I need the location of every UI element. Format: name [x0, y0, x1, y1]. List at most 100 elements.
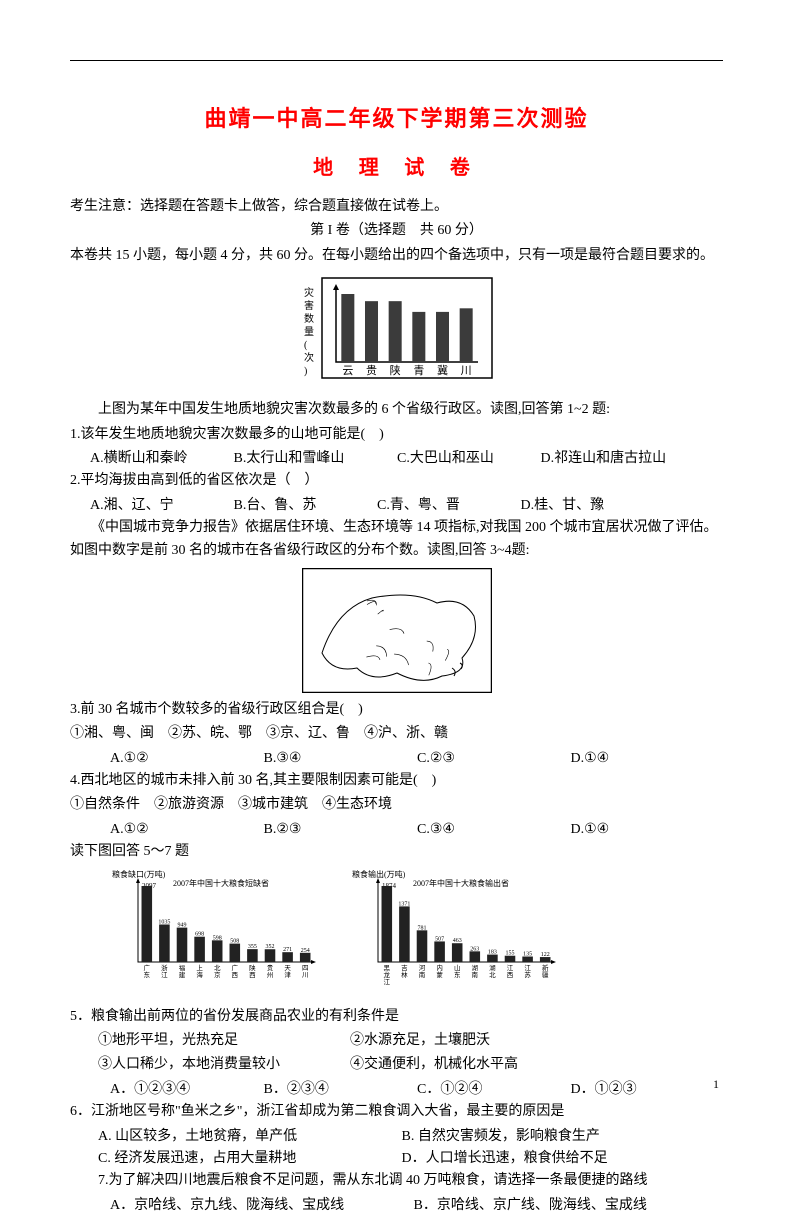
q4-opt-d: D.①④ [571, 819, 610, 841]
q6-opt-b: B. 自然灾害频发，影响粮食生产 [402, 1126, 600, 1148]
q2-options: A.湘、辽、宁 B.台、鲁、苏 C.青、粤、晋 D.桂、甘、豫 [70, 495, 723, 517]
chart-left-wrap: 粮食缺口(万吨)2007年中国十大粮食短缺省2097广东1035浙江949福建6… [110, 868, 320, 1002]
section-line: 第 I 卷（选择题 共 60 分） [70, 220, 723, 242]
q5-set-2: ③人口稀少，本地消费量较小 ④交通便利，机械化水平高 [98, 1054, 723, 1076]
svg-text:青: 青 [413, 364, 424, 377]
passage-34: 《中国城市竞争力报告》依据居住环境、生态环境等 14 项指标,对我国 200 个… [70, 517, 723, 562]
svg-text:254: 254 [301, 947, 310, 953]
svg-text:四川: 四川 [302, 964, 309, 979]
main-title: 曲靖一中高二年级下学期第三次测验 [70, 101, 723, 133]
page-number: 1 [713, 1077, 719, 1092]
svg-text:新疆: 新疆 [542, 963, 549, 979]
q6-opt-a: A. 山区较多，土地贫瘠，单产低 [98, 1126, 398, 1148]
svg-text:463: 463 [453, 938, 462, 944]
q3-stem: 3.前 30 名城市个数较多的省级行政区组合是( ) [70, 699, 723, 721]
svg-text:云: 云 [342, 365, 353, 377]
q4-options: A.①② B.②③ C.③④ D.①④ [70, 819, 723, 841]
q6-stem: 6．江浙地区号称"鱼米之乡"，浙江省却成为第二粮食调入大省，最主要的原因是 [70, 1101, 723, 1123]
svg-text:陕: 陕 [389, 363, 400, 377]
svg-text:155: 155 [506, 950, 515, 956]
svg-text:内蒙: 内蒙 [436, 963, 443, 979]
q2-stem: 2.平均海拔由高到低的省区依次是（ ） [70, 470, 723, 492]
chart-left-svg: 粮食缺口(万吨)2007年中国十大粮食短缺省2097广东1035浙江949福建6… [110, 868, 320, 1002]
top-divider [70, 60, 723, 61]
svg-text:陕西: 陕西 [249, 963, 256, 979]
svg-text:数: 数 [304, 312, 314, 325]
svg-text:天津: 天津 [284, 964, 291, 979]
q7-opt-b: B．京哈线、京广线、陇海线、宝成线 [414, 1195, 647, 1217]
svg-text:次: 次 [304, 351, 314, 364]
q57-intro: 读下图回答 5～7 题 [70, 841, 723, 863]
svg-text:湖南: 湖南 [472, 963, 479, 979]
q6-opt-c: C. 经济发展迅速，占用大量耕地 [98, 1148, 398, 1170]
q5-set-1: ①地形平坦，光热充足 ②水源充足，土壤肥沃 [98, 1030, 723, 1052]
svg-text:598: 598 [213, 935, 222, 941]
svg-text:广东: 广东 [144, 963, 151, 979]
q4-opt-b: B.②③ [264, 819, 414, 841]
q3-opt-b: B.③④ [264, 748, 414, 770]
svg-text:河南: 河南 [419, 964, 426, 979]
q5-stem: 5．粮食输出前两位的省份发展商品农业的有利条件是 [70, 1006, 723, 1028]
svg-text:263: 263 [470, 946, 479, 952]
q1-opt-c: C.大巴山和巫山 [397, 448, 537, 470]
q4-set: ①自然条件 ②旅游资源 ③城市建筑 ④生态环境 [70, 794, 723, 816]
svg-text:271: 271 [283, 947, 292, 953]
sub-title: 地 理 试 卷 [70, 151, 723, 180]
svg-text:量: 量 [304, 326, 314, 338]
q1-stem: 1.该年发生地质地貌灾害次数最多的山地可能是( ) [70, 424, 723, 446]
svg-text:352: 352 [266, 944, 275, 950]
svg-text:508: 508 [230, 938, 239, 944]
q5-opt-b: B．②③④ [264, 1079, 414, 1101]
q5-opt-a: A．①②③④ [110, 1079, 260, 1101]
charts-row: 粮食缺口(万吨)2007年中国十大粮食短缺省2097广东1035浙江949福建6… [110, 868, 723, 1002]
chart1-svg: 云贵陕青冀川灾害数量(次) [292, 273, 502, 393]
svg-text:上海: 上海 [196, 963, 203, 979]
svg-text:(: ( [304, 340, 308, 351]
svg-text:吉林: 吉林 [401, 964, 408, 979]
q1-opt-d: D.祁连山和唐古拉山 [541, 448, 667, 470]
svg-text:福建: 福建 [179, 963, 186, 979]
q7-options: A．京哈线、京九线、陇海线、宝成线 B．京哈线、京广线、陇海线、宝成线 [70, 1195, 723, 1217]
svg-text:山东: 山东 [454, 963, 461, 979]
svg-text:川: 川 [460, 365, 471, 377]
map-svg [302, 568, 492, 693]
svg-text:): ) [304, 366, 307, 377]
svg-text:1371: 1371 [398, 901, 410, 907]
q6-opt-d: D．人口增长迅速，粮食供给不足 [402, 1148, 608, 1170]
chart-right-wrap: 粮食输出(万吨)2007年中国十大粮食输出省1874黑龙江1371吉林781河南… [350, 868, 560, 1002]
svg-text:江西: 江西 [507, 964, 514, 979]
svg-text:507: 507 [435, 936, 444, 942]
q1-opt-a: A.横断山和秦岭 [90, 448, 230, 470]
svg-text:122: 122 [541, 952, 550, 958]
q2-opt-d: D.桂、甘、豫 [521, 495, 605, 517]
svg-text:2007年中国十大粮食输出省: 2007年中国十大粮食输出省 [413, 878, 509, 888]
svg-text:1035: 1035 [158, 919, 170, 925]
svg-text:浙江: 浙江 [161, 963, 168, 979]
q12-intro: 上图为某年中国发生地质地貌灾害次数最多的 6 个省级行政区。读图,回答第 1~2… [70, 399, 723, 421]
q4-opt-a: A.①② [110, 819, 260, 841]
q2-opt-a: A.湘、辽、宁 [90, 495, 230, 517]
svg-text:冀: 冀 [437, 363, 448, 377]
q6-options-1: A. 山区较多，土地贫瘠，单产低 B. 自然灾害频发，影响粮食生产 [70, 1126, 723, 1148]
svg-text:灾: 灾 [304, 286, 314, 299]
svg-text:广西: 广西 [232, 963, 239, 979]
chart-right-svg: 粮食输出(万吨)2007年中国十大粮食输出省1874黑龙江1371吉林781河南… [350, 868, 560, 1002]
chart1-figure: 云贵陕青冀川灾害数量(次) [70, 273, 723, 393]
q6-options-2: C. 经济发展迅速，占用大量耕地 D．人口增长迅速，粮食供给不足 [70, 1148, 723, 1170]
svg-text:害: 害 [304, 299, 314, 312]
svg-text:粮食缺口(万吨): 粮食缺口(万吨) [112, 869, 166, 879]
q7-stem: 7.为了解决四川地震后粮食不足问题，需从东北调 40 万吨粮食，请选择一条最便捷… [98, 1170, 723, 1192]
svg-text:湖北: 湖北 [489, 963, 496, 979]
svg-text:183: 183 [488, 949, 497, 955]
q2-opt-b: B.台、鲁、苏 [234, 495, 374, 517]
q4-opt-c: C.③④ [417, 819, 567, 841]
q3-set: ①湘、粤、闽 ②苏、皖、鄂 ③京、辽、鲁 ④沪、浙、赣 [70, 723, 723, 745]
q5-opt-c: C．①②④ [417, 1079, 567, 1101]
svg-text:2007年中国十大粮食短缺省: 2007年中国十大粮食短缺省 [173, 878, 269, 888]
q3-options: A.①② B.③④ C.②③ D.①④ [70, 748, 723, 770]
svg-text:贵州: 贵州 [267, 963, 274, 979]
q3-opt-c: C.②③ [417, 748, 567, 770]
svg-text:粮食输出(万吨): 粮食输出(万吨) [352, 869, 406, 879]
q7-opt-a: A．京哈线、京九线、陇海线、宝成线 [110, 1195, 410, 1217]
notice-text: 考生注意：选择题在答题卡上做答，综合题直接做在试卷上。 [70, 196, 723, 218]
